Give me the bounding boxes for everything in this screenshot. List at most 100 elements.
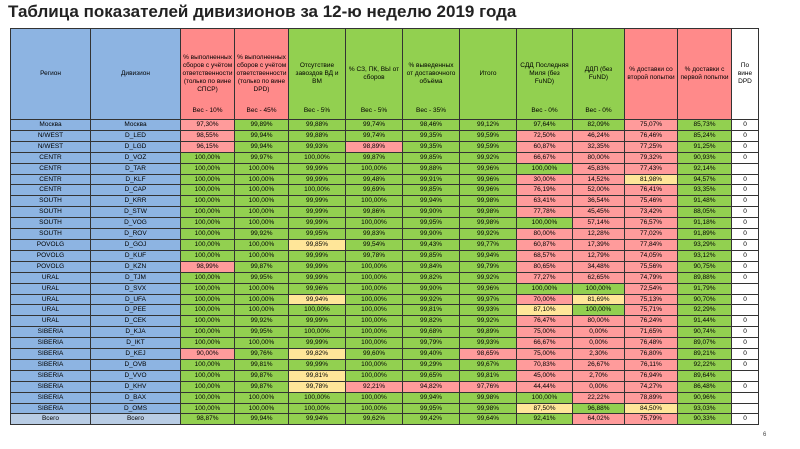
table-cell: 99,85%	[288, 238, 346, 251]
table-cell: D_VOZ	[90, 151, 181, 164]
table-cell: 99,79%	[402, 337, 460, 350]
table-cell: 14,52%	[572, 173, 625, 186]
table-cell: 0	[731, 184, 759, 197]
table-row: Москва Москва 97,30% 99,89% 99,88% 99,74% 98,4…	[10, 119, 759, 131]
table-cell: D_OVB	[90, 358, 181, 371]
table-cell: 76,41%	[624, 184, 678, 197]
table-cell: 97,64%	[516, 119, 573, 131]
table-cell: 77,25%	[624, 140, 678, 153]
table-cell: 100,00%	[180, 315, 235, 328]
table-cell: 100,00%	[180, 380, 235, 393]
table-cell: 30,00%	[516, 173, 573, 186]
table-cell: 98,99%	[180, 260, 235, 273]
table-cell: SOUTH	[10, 206, 91, 219]
table-cell: 98,55%	[180, 129, 235, 142]
table-cell: 99,64%	[459, 413, 517, 426]
table-cell: 60,87%	[516, 140, 573, 153]
table-cell: 66,67%	[516, 337, 573, 350]
table-cell: 99,90%	[402, 228, 460, 240]
table-cell: SIBERIA	[10, 348, 91, 360]
column-header: % доставки со второй попытки	[624, 28, 678, 120]
table-cell: Всего	[10, 413, 91, 426]
table-cell: 77,84%	[624, 238, 678, 251]
table-cell: 45,45%	[572, 206, 625, 219]
table-cell	[731, 391, 759, 404]
column-header: % доставки с первой попытки	[677, 28, 732, 120]
table-cell: 90,74%	[677, 326, 732, 339]
table-cell: 100,00%	[345, 337, 403, 350]
table-cell: 99,92%	[459, 228, 517, 240]
table-cell: 88,05%	[677, 206, 732, 219]
table-cell: 22,22%	[572, 391, 625, 404]
table-cell: 73,42%	[624, 206, 678, 219]
table-cell: 99,54%	[345, 238, 403, 251]
table-cell: 99,92%	[234, 315, 289, 328]
table-cell: D_GOJ	[90, 238, 181, 251]
table-cell: 76,24%	[624, 315, 678, 328]
table-cell: 99,97%	[459, 293, 517, 306]
table-cell: 99,81%	[459, 369, 517, 382]
table-cell: 99,82%	[402, 271, 460, 284]
table-cell: POVOLG	[10, 249, 91, 262]
table-cell: D_LED	[90, 129, 181, 142]
table-cell: D_KJA	[90, 326, 181, 339]
table-cell: 100,00%	[180, 326, 235, 339]
column-header-label: % доставки со второй попытки	[627, 66, 675, 81]
table-cell: 100,00%	[345, 293, 403, 306]
column-header: ДДП (без FuND) Вес - 0%	[572, 28, 625, 120]
table-cell	[731, 162, 759, 175]
column-header-label: % выполненных сборов с учётом ответствен…	[236, 54, 287, 93]
table-cell: 97,30%	[180, 119, 235, 131]
table-row: SOUTH D_VOG 100,00% 100,00% 99,99% 100,00% 99,…	[10, 217, 759, 230]
table-cell: 99,68%	[402, 326, 460, 339]
column-weight: Вес - 45%	[246, 107, 277, 114]
table-cell: 99,59%	[459, 129, 517, 142]
table-cell: 99,99%	[288, 337, 346, 350]
table-cell: 99,12%	[459, 119, 517, 131]
table-cell: 100,00%	[234, 337, 289, 350]
table-cell: 76,48%	[624, 337, 678, 350]
table-cell: 99,94%	[288, 293, 346, 306]
table-cell: 46,24%	[572, 129, 625, 142]
table-cell: 100,00%	[180, 173, 235, 186]
table-cell: 100,00%	[345, 271, 403, 284]
table-cell: 99,98%	[459, 402, 517, 415]
column-header-label: % выполненных сборов с учётом ответствен…	[182, 54, 233, 93]
table-cell: 100,00%	[572, 282, 625, 295]
table-cell: 99,95%	[234, 271, 289, 284]
table-cell: 12,79%	[572, 249, 625, 262]
column-header: % СЗ, ПК, ВЫ от сборов Вес - 5%	[345, 28, 403, 120]
table-row: SIBERIA D_KEJ 90,00% 99,76% 99,82% 99,60% 99,4…	[10, 348, 759, 360]
table-cell: 99,94%	[402, 195, 460, 208]
table-cell: Москва	[10, 119, 91, 131]
column-header: % выполненных сборов с учётом ответствен…	[180, 28, 235, 120]
table-cell: 100,00%	[234, 217, 289, 230]
table-cell: 91,89%	[677, 228, 732, 240]
table-cell: 0	[731, 238, 759, 251]
table-cell: 100,00%	[180, 369, 235, 382]
table-cell: N/WEST	[10, 140, 91, 153]
table-cell: 87,10%	[516, 304, 573, 317]
table-cell: 0	[731, 271, 759, 284]
table-cell: 99,97%	[234, 151, 289, 164]
table-cell: 100,00%	[345, 326, 403, 339]
table-cell: 72,50%	[516, 129, 573, 142]
table-cell: 99,88%	[402, 162, 460, 175]
table-cell: 99,90%	[402, 206, 460, 219]
table-cell: 99,89%	[234, 119, 289, 131]
table-row: POVOLG D_GOJ 100,00% 100,00% 99,85% 99,54% 99,…	[10, 238, 759, 251]
table-row: SOUTH D_STW 100,00% 100,00% 99,99% 99,86% 99,9…	[10, 206, 759, 219]
table-row: N/WEST D_LED 98,55% 99,94% 99,88% 99,74% 99,35…	[10, 129, 759, 142]
table-cell: 45,83%	[572, 162, 625, 175]
table-cell: 84,50%	[624, 402, 678, 415]
table-cell: 12,28%	[572, 228, 625, 240]
table-cell: 93,35%	[677, 184, 732, 197]
table-cell: 90,93%	[677, 151, 732, 164]
table-cell: 100,00%	[180, 282, 235, 295]
table-cell: 90,00%	[180, 348, 235, 360]
table-cell: 99,98%	[459, 195, 517, 208]
table-cell: POVOLG	[10, 238, 91, 251]
column-header-label: % СЗ, ПК, ВЫ от сборов	[348, 66, 400, 81]
table-cell: 99,99%	[288, 271, 346, 284]
table-cell: 99,67%	[459, 358, 517, 371]
